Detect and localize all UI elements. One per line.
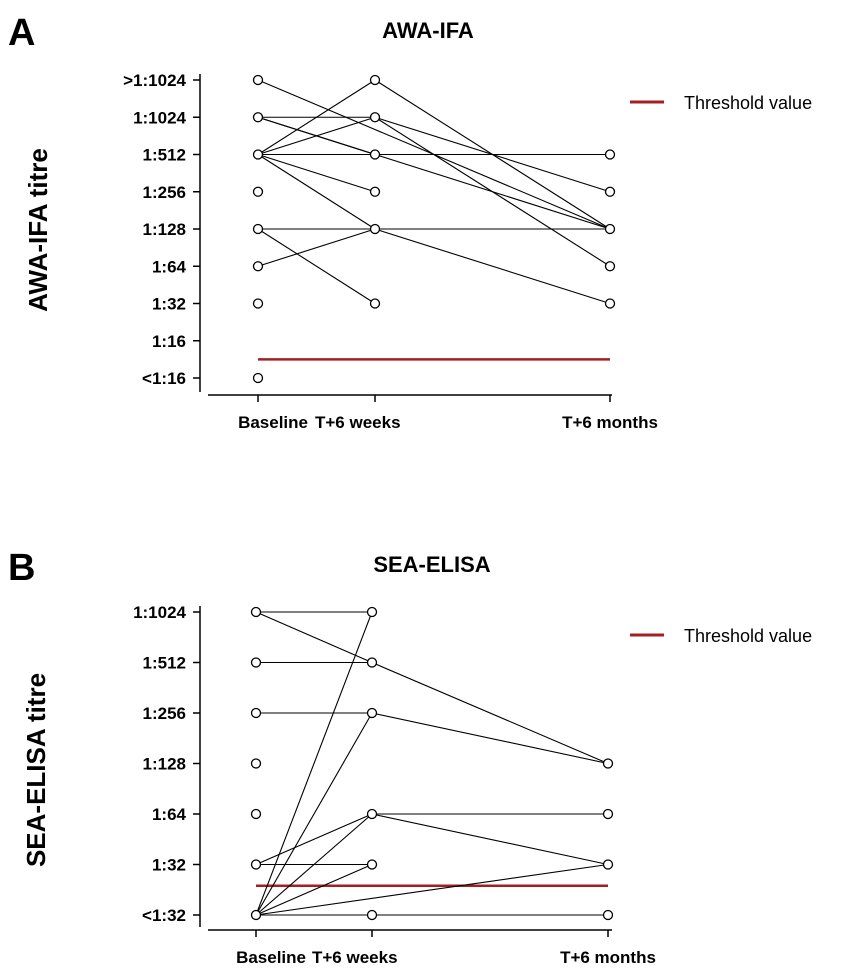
data-point — [602, 909, 614, 921]
panel-a: A AWA-IFA AWA-IFA titre Threshold value … — [8, 12, 812, 432]
y-tick-label: 1:64 — [152, 805, 187, 824]
legend-label-a: Threshold value — [684, 93, 812, 113]
panel-b: B SEA-ELISA SEA-ELISA titre Threshold va… — [8, 547, 812, 967]
series-line — [255, 813, 373, 866]
series-line — [255, 863, 373, 916]
data-point — [602, 758, 614, 769]
data-point — [366, 606, 378, 618]
y-axis-label-a: AWA-IFA titre — [23, 148, 53, 312]
data-point — [252, 186, 264, 197]
y-tick-label: 1:32 — [152, 295, 186, 314]
chart-title-a: AWA-IFA — [382, 18, 474, 43]
data-point — [252, 223, 264, 235]
series-line — [257, 154, 376, 230]
y-tick-label: 1:512 — [143, 146, 186, 165]
series-line — [255, 863, 609, 916]
data-point — [250, 909, 262, 921]
data-point — [252, 112, 264, 123]
data-point — [366, 909, 378, 921]
panel-letter-b: B — [8, 547, 35, 589]
y-tick-label: 1:16 — [152, 332, 186, 351]
y-axis-label-b: SEA-ELISA titre — [21, 673, 51, 867]
panel-letter-a: A — [8, 12, 35, 54]
x-tick-label: T+6 months — [560, 948, 656, 967]
data-point — [369, 223, 381, 235]
series-line — [374, 228, 611, 305]
data-point — [369, 112, 381, 123]
data-point — [604, 186, 616, 197]
data-point — [250, 657, 262, 668]
data-point — [250, 808, 262, 820]
data-point — [369, 298, 381, 309]
x-tick-label: Baseline — [238, 413, 308, 432]
y-tick-label: 1:256 — [143, 704, 186, 723]
x-tick-label: T+6 months — [562, 413, 658, 432]
series-line — [257, 116, 611, 230]
series-line — [255, 611, 373, 664]
y-tick-label: 1:128 — [143, 755, 186, 774]
series-line — [371, 661, 609, 765]
data-point — [366, 808, 378, 820]
y-tick-label: 1:64 — [152, 257, 187, 276]
y-tick-label: <1:16 — [142, 369, 186, 388]
x-tick-label: T+6 weeks — [312, 948, 398, 967]
data-point — [369, 74, 381, 86]
series-line — [257, 116, 376, 156]
data-point — [366, 707, 378, 719]
series-line — [255, 813, 373, 916]
data-point — [604, 261, 616, 272]
y-tick-label: >1:1024 — [123, 71, 186, 90]
data-point — [369, 186, 381, 197]
y-tick-label: 1:128 — [143, 220, 186, 239]
series-line — [257, 228, 376, 304]
data-point — [602, 808, 614, 820]
data-point — [250, 859, 262, 870]
y-tick-label: 1:512 — [143, 654, 186, 673]
series-line — [255, 712, 373, 916]
series-line — [255, 611, 373, 916]
data-point — [250, 758, 262, 769]
y-tick-label: 1:32 — [152, 856, 186, 875]
chart-title-b: SEA-ELISA — [373, 552, 490, 577]
legend-b: Threshold value — [630, 626, 812, 646]
data-point — [602, 859, 614, 870]
series-line — [371, 813, 609, 866]
data-point — [369, 149, 381, 160]
data-point — [604, 298, 616, 309]
series-line — [374, 116, 611, 193]
x-tick-label: Baseline — [236, 948, 306, 967]
y-tick-label: 1:1024 — [133, 603, 186, 622]
legend-a: Threshold value — [630, 93, 812, 113]
series-line — [257, 153, 376, 193]
y-tick-label: 1:1024 — [133, 108, 186, 127]
data-point — [604, 223, 616, 235]
data-point — [250, 707, 262, 719]
x-tick-label: T+6 weeks — [315, 413, 401, 432]
y-tick-label: 1:256 — [143, 183, 186, 202]
series-line — [257, 228, 376, 267]
data-point — [252, 149, 264, 160]
data-point — [366, 657, 378, 668]
series-line — [257, 79, 376, 155]
data-point — [252, 298, 264, 309]
data-point — [252, 372, 264, 384]
data-point — [252, 74, 264, 86]
series-line — [374, 116, 611, 267]
series-line — [371, 712, 609, 765]
data-point — [252, 261, 264, 272]
data-point — [604, 149, 616, 160]
y-tick-label: <1:32 — [142, 906, 186, 925]
data-point — [250, 606, 262, 618]
data-point — [366, 859, 378, 870]
legend-label-b: Threshold value — [684, 626, 812, 646]
